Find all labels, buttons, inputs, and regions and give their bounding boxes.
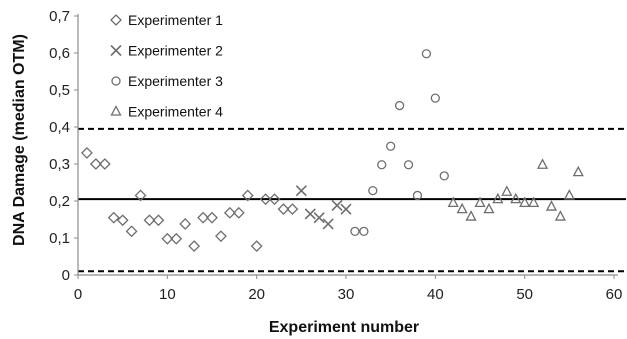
data-point [89,158,102,170]
data-point [331,199,343,212]
data-point [161,232,174,245]
data-point [268,193,281,206]
x-tick-label: 50 [516,286,533,303]
data-point [188,240,201,253]
data-point [439,171,449,181]
data-point [98,158,111,170]
x-axis-ticks: 0 10 20 30 40 50 60 [74,275,623,303]
data-point [572,165,584,177]
y-tick-label: 0,1 [49,230,70,247]
legend-entry: Experimenter 3 [111,73,223,89]
data-point [125,225,138,238]
x-tick-label: 40 [427,286,444,303]
data-point [377,160,387,170]
data-point [277,203,290,216]
x-tick-label: 20 [248,286,265,303]
data-point [313,212,325,224]
data-point [81,146,93,159]
y-tick-label: 0,3 [49,156,70,173]
data-point [394,100,405,111]
data-point [152,214,165,227]
data-point [170,232,183,245]
legend-label: Experimenter 3 [128,73,223,89]
data-point [465,210,477,221]
data-points [81,49,584,253]
legend-entry: Experimenter 1 [110,12,223,28]
series-2 [295,185,352,230]
data-point [368,185,378,196]
series-1 [81,146,299,253]
reference-lines [78,127,626,273]
data-point [143,214,156,227]
data-point [197,211,209,224]
x-tick-label: 60 [606,286,623,303]
data-point [456,202,468,214]
data-point [359,226,369,236]
legend-label: Experimenter 4 [128,104,223,120]
data-point [350,226,360,236]
data-point [447,196,459,208]
legend: Experimenter 1 Experimenter 2 Experimenter… [110,12,223,120]
legend-entry: Experimenter 4 [110,104,223,120]
data-point [286,203,299,216]
data-point [483,202,495,214]
series-3 [350,49,449,236]
y-tick-label: 0,7 [49,8,70,25]
data-point [116,214,129,227]
data-point [250,240,263,253]
data-point [386,141,396,151]
legend-marker [110,105,122,116]
x-tick-label: 0 [74,286,82,303]
y-tick-label: 0,4 [49,119,70,136]
data-point [295,185,307,197]
x-tick-label: 30 [338,286,355,303]
y-tick-label: 0 [62,267,70,284]
legend-label: Experimenter 1 [128,12,223,28]
y-axis-ticks: 0 0,1 0,2 0,3 0,4 0,5 0,6 0,7 [49,8,78,284]
y-tick-label: 0,6 [49,45,70,62]
legend-marker [110,14,122,26]
legend-marker [110,44,122,57]
data-point [206,211,218,224]
data-point [259,193,272,206]
data-point [412,190,423,201]
data-point [545,200,558,211]
data-point [241,189,254,202]
series-4 [447,158,584,221]
data-point [563,189,575,200]
y-axis-title: DNA Damage (median OTM) [11,34,28,246]
data-point [322,218,334,230]
data-point [421,49,432,59]
data-point [492,192,504,204]
x-tick-label: 10 [159,286,176,303]
y-tick-label: 0,5 [49,82,70,99]
data-point [215,230,227,243]
data-point [232,206,245,219]
data-point [528,196,540,208]
data-point [554,210,566,221]
data-point [340,203,352,215]
data-point [510,192,522,204]
data-point [403,160,414,170]
legend-entry: Experimenter 2 [110,43,223,59]
x-axis-title: Experiment number [269,319,419,336]
data-point [430,93,440,103]
data-point [474,196,486,208]
data-point [134,189,147,202]
legend-marker [111,76,121,86]
axes [77,14,618,276]
data-point [179,218,192,230]
legend-label: Experimenter 2 [128,43,223,59]
data-point [304,208,316,220]
data-point [536,158,549,169]
y-tick-label: 0,2 [49,193,70,210]
data-point [501,185,513,196]
data-point [223,206,236,219]
data-point [519,196,531,208]
data-point [107,211,120,224]
